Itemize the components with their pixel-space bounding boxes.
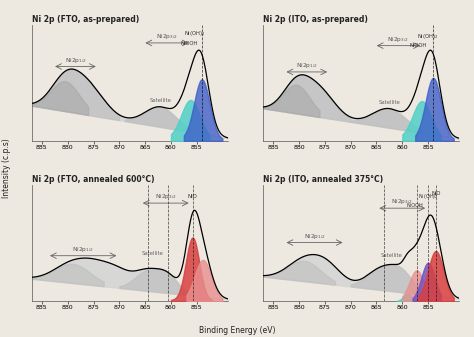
Text: NiOOH: NiOOH [407,203,424,208]
Text: Ni 2p (FTO, as-prepared): Ni 2p (FTO, as-prepared) [32,15,139,24]
Text: Satellite: Satellite [378,100,400,105]
Text: NiO: NiO [431,191,440,196]
Text: Satellite: Satellite [150,98,172,103]
Text: Ni(OH)$_2$: Ni(OH)$_2$ [418,192,438,201]
Text: Ni2p$_{1/2}$: Ni2p$_{1/2}$ [64,56,86,65]
Text: Ni2p$_{1/2}$: Ni2p$_{1/2}$ [304,233,325,241]
Text: Ni2p$_{1/2}$: Ni2p$_{1/2}$ [296,62,318,70]
Text: Ni 2p (ITO, annealed 375°C): Ni 2p (ITO, annealed 375°C) [263,175,383,184]
Text: NiOOH: NiOOH [180,41,198,45]
Text: Ni 2p (ITO, as-prepared): Ni 2p (ITO, as-prepared) [263,15,368,24]
Text: NiO: NiO [188,193,198,198]
Text: Ni 2p (FTO, annealed 600°C): Ni 2p (FTO, annealed 600°C) [32,175,154,184]
Text: Satellite: Satellite [381,253,403,258]
Text: Satellite: Satellite [142,251,164,256]
Text: Ni2p$_{3/2}$: Ni2p$_{3/2}$ [387,35,409,44]
Text: Ni2p$_{1/2}$: Ni2p$_{1/2}$ [73,245,94,254]
Text: NiOOH: NiOOH [409,43,426,48]
Text: Ni2p$_{3/2}$: Ni2p$_{3/2}$ [155,193,176,201]
Text: Binding Energy (eV): Binding Energy (eV) [199,326,275,335]
Text: Intensity (c.p.s): Intensity (c.p.s) [2,139,11,198]
Text: Ni(OH)$_2$: Ni(OH)$_2$ [417,32,438,41]
Text: Ni2p$_{3/2}$: Ni2p$_{3/2}$ [156,33,178,41]
Text: Ni2p$_{3/2}$: Ni2p$_{3/2}$ [392,198,413,207]
Text: Ni(OH)$_2$: Ni(OH)$_2$ [184,29,206,38]
